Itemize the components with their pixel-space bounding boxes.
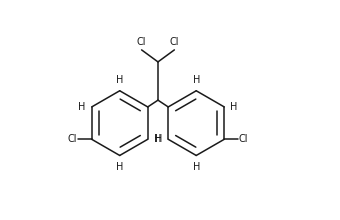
Text: H: H [154, 134, 161, 144]
Text: Cl: Cl [170, 37, 179, 47]
Text: Cl: Cl [239, 134, 249, 144]
Text: Cl: Cl [68, 134, 77, 144]
Text: H: H [116, 75, 123, 85]
Text: H: H [231, 102, 238, 112]
Text: H: H [155, 134, 162, 144]
Text: H: H [78, 102, 86, 112]
Text: Cl: Cl [137, 37, 146, 47]
Text: H: H [192, 75, 200, 85]
Text: H: H [116, 162, 123, 172]
Text: H: H [192, 162, 200, 172]
